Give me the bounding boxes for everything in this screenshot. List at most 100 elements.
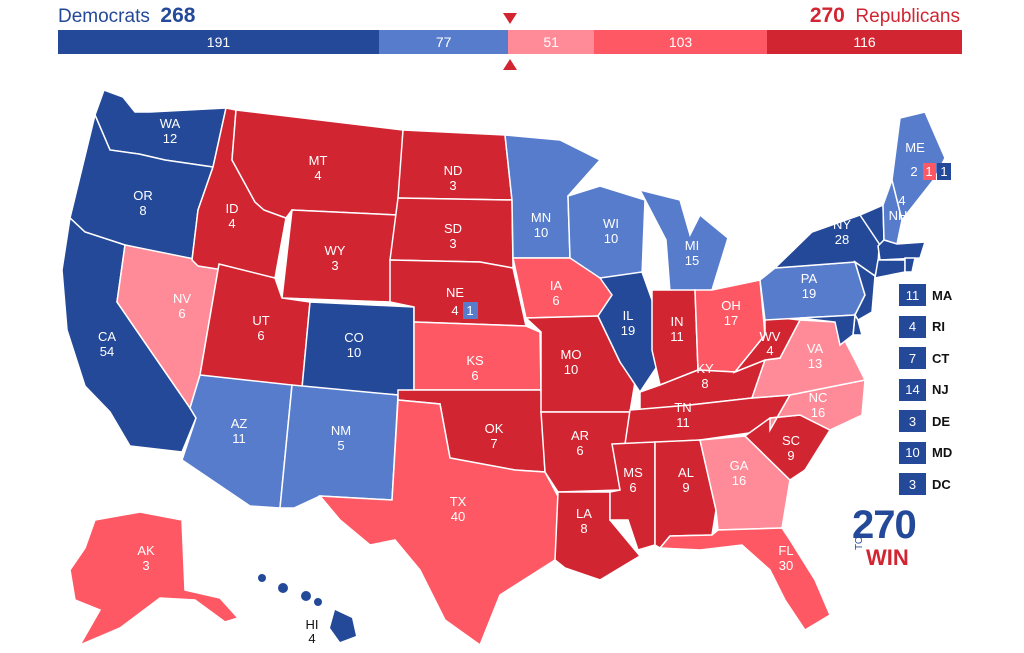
- label-id: ID: [226, 201, 239, 216]
- label-co: CO: [344, 330, 364, 345]
- small-state-row[interactable]: 4 RI: [899, 315, 945, 338]
- label-ak: AK: [137, 543, 155, 558]
- label-va: VA: [807, 341, 824, 356]
- logo-to: TO: [854, 536, 865, 550]
- 270towin-logo: 270 TO WIN: [852, 505, 917, 570]
- label-mo: MO: [561, 347, 582, 362]
- ev-ga: 16: [732, 473, 746, 488]
- ev-ak: 3: [142, 558, 149, 573]
- ev-bar-segment: 51: [508, 30, 594, 54]
- label-az: AZ: [231, 416, 248, 431]
- ev-ia: 6: [552, 293, 559, 308]
- ev-il: 19: [621, 323, 635, 338]
- ev-ne: 4: [451, 303, 458, 318]
- state-tx[interactable]: [318, 399, 561, 647]
- ev-pa: 19: [802, 286, 816, 301]
- small-state-row[interactable]: 11 MA: [899, 284, 952, 306]
- state-ri[interactable]: [904, 257, 916, 273]
- ev-wi: 10: [604, 231, 618, 246]
- label-sc: SC: [782, 433, 800, 448]
- hawaii-island-3[interactable]: [301, 591, 311, 601]
- label-tx: TX: [450, 494, 467, 509]
- label-in: IN: [671, 314, 684, 329]
- state-ak[interactable]: [69, 511, 240, 647]
- small-state-row[interactable]: 3 DE: [899, 410, 950, 432]
- label-la: LA: [576, 506, 592, 521]
- me-district-box-1: [923, 163, 936, 180]
- small-state-row[interactable]: 14 NJ: [899, 378, 949, 401]
- label-nm: NM: [331, 423, 351, 438]
- label-wy: WY: [325, 243, 346, 258]
- ev-sd: 3: [449, 236, 456, 251]
- small-state-abbr: CT: [932, 350, 950, 366]
- 270-marker-top-icon: [503, 13, 517, 24]
- state-ct[interactable]: [874, 259, 906, 279]
- label-oh: OH: [721, 298, 741, 313]
- ev-sc: 9: [787, 448, 794, 463]
- ev-bar-segment: 191: [58, 30, 379, 54]
- small-state-abbr: DC: [932, 476, 951, 492]
- ev-in: 11: [670, 329, 684, 344]
- label-ga: GA: [730, 458, 749, 473]
- state-nh[interactable]: [882, 177, 903, 245]
- state-ar[interactable]: [540, 411, 631, 493]
- ev-ca: 54: [100, 344, 114, 359]
- ev-ms: 6: [629, 480, 636, 495]
- small-state-row[interactable]: 7 CT: [899, 347, 949, 369]
- small-state-ev: 3: [899, 473, 926, 495]
- small-state-ev: 3: [899, 410, 926, 432]
- label-ia: IA: [550, 278, 563, 293]
- small-state-abbr: NJ: [932, 382, 949, 397]
- ev-co: 10: [347, 345, 361, 360]
- 270-marker-bottom-icon: [503, 59, 517, 70]
- small-state-abbr: MA: [932, 287, 953, 303]
- state-md[interactable]: [799, 314, 856, 347]
- republicans-header: 270 Republicans: [810, 4, 960, 28]
- state-ma[interactable]: [877, 239, 927, 261]
- ev-hi: 4: [308, 631, 315, 646]
- label-fl: FL: [778, 543, 793, 558]
- state-hi[interactable]: [258, 574, 356, 642]
- ev-tn: 11: [676, 415, 690, 430]
- small-state-row[interactable]: 10 MD: [899, 441, 953, 464]
- label-hi: HI: [306, 617, 319, 632]
- state-me[interactable]: [891, 111, 946, 222]
- logo-win: WIN: [866, 545, 909, 570]
- small-state-ev: 14: [899, 378, 926, 401]
- ev-va: 13: [808, 356, 822, 371]
- ev-ny: 28: [835, 232, 849, 247]
- label-ar: AR: [571, 428, 589, 443]
- small-state-row[interactable]: 3 DC: [899, 473, 951, 495]
- hawaii-island-2[interactable]: [278, 583, 288, 593]
- label-ny: NY: [833, 217, 851, 232]
- small-state-abbr: MD: [932, 445, 953, 460]
- label-ca: CA: [98, 329, 116, 344]
- label-mi: MI: [685, 238, 699, 253]
- ev-az: 11: [232, 431, 246, 446]
- ev-ky: 8: [701, 376, 708, 391]
- ne-district-box: [463, 302, 478, 319]
- state-labels: WA 12 OR 8 CA 54 NV 6 ID 4 MT 4 WY 3 UT …: [98, 116, 925, 646]
- ev-wy: 3: [331, 258, 338, 273]
- ev-oh: 17: [724, 313, 738, 328]
- hawaii-island-4[interactable]: [314, 598, 322, 606]
- small-state-ev: 10: [899, 441, 926, 464]
- state-fl[interactable]: [658, 527, 831, 632]
- ev-bar-segment: 103: [593, 30, 768, 54]
- label-mn: MN: [531, 210, 551, 225]
- label-wa: WA: [160, 116, 181, 131]
- hawaii-island-1[interactable]: [258, 574, 266, 582]
- label-ok: OK: [485, 421, 504, 436]
- me-district-ev-1: 1: [925, 164, 932, 179]
- small-state-ev: 11: [899, 284, 926, 306]
- ev-ut: 6: [257, 328, 264, 343]
- small-state-abbr: DE: [932, 413, 951, 429]
- democrats-header: Democrats 268: [58, 4, 195, 28]
- label-nc: NC: [809, 390, 828, 405]
- republicans-label: Republicans: [855, 6, 960, 27]
- hawaii-big-island[interactable]: [330, 610, 356, 642]
- ev-nh: 4: [898, 193, 905, 208]
- label-nh: NH: [889, 208, 908, 223]
- state-mi[interactable]: [638, 188, 729, 293]
